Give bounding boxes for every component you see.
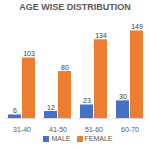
svg-text:6: 6 <box>13 107 17 114</box>
html-text:AGE WISE DISTRIBUTION: AGE WISE DISTRIBUTION <box>19 2 131 12</box>
svg-text:60-70: 60-70 <box>121 126 139 132</box>
svg-text:31-40: 31-40 <box>13 126 31 132</box>
svg-text:149: 149 <box>131 23 143 30</box>
svg-text:80: 80 <box>61 64 69 71</box>
html-text:MALE: MALE <box>51 135 71 142</box>
svg-text:134: 134 <box>95 32 107 39</box>
svg-text:30: 30 <box>119 93 127 100</box>
html-text:FEMALE: FEMALE <box>84 135 113 142</box>
svg-text:103: 103 <box>23 50 35 57</box>
svg-text:23: 23 <box>83 97 91 104</box>
svg-text:41-50: 41-50 <box>49 126 67 132</box>
svg-text:12: 12 <box>47 104 55 111</box>
svg-text:51-60: 51-60 <box>85 126 103 132</box>
